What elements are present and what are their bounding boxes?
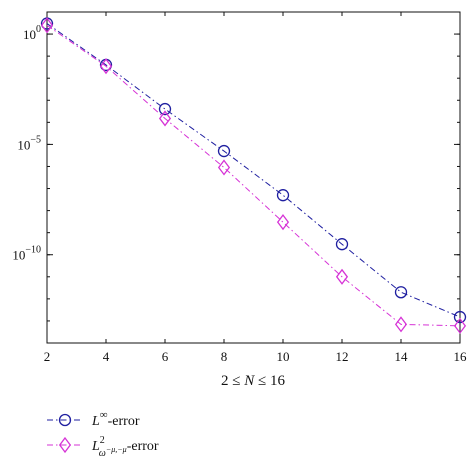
series-point-linf-14: [394, 286, 408, 299]
series-point-l2-6: [158, 110, 172, 127]
x-axis-label-var: N: [243, 373, 255, 389]
series-point-linf-12: [335, 238, 349, 251]
x-tick-label-2: 2: [44, 349, 51, 364]
legend-entry-linf: L∞-error: [47, 409, 140, 429]
series-point-l2-8: [217, 159, 231, 176]
y-axis-ticks: 100 10−5 10−10: [12, 11, 460, 344]
series-point-l2-14: [394, 316, 408, 333]
x-axis-label: 2 ≤ N ≤ 16: [221, 373, 285, 389]
x-tick-label-12: 12: [336, 349, 349, 364]
legend-label-linf: L∞-error: [91, 409, 140, 429]
x-tick-label-14: 14: [395, 349, 409, 364]
y-tick-label-1: 10−5: [17, 134, 41, 152]
series-linf: [40, 17, 467, 324]
y-tick-label-0: 100: [23, 24, 41, 42]
series-point-l2-16: [453, 317, 467, 334]
x-axis-label-left: 2 ≤: [221, 373, 244, 389]
x-tick-label-8: 8: [221, 349, 228, 364]
series-line-l2: [46, 24, 461, 327]
series-point-linf-8: [217, 144, 231, 158]
legend: L∞-error L2 ω−μ,−μ-error: [47, 409, 159, 459]
x-tick-label-10: 10: [277, 349, 290, 364]
series-line-linf: [46, 23, 461, 318]
series-point-linf-16: [453, 310, 467, 324]
series-layer: [40, 17, 467, 334]
series-point-linf-6: [158, 102, 172, 116]
legend-marker-linf: [58, 413, 72, 427]
series-point-l2-12: [335, 268, 349, 285]
legend-marker-l2: [58, 436, 72, 454]
x-tick-label-16: 16: [454, 349, 468, 364]
plot-frame: [46, 11, 461, 344]
x-tick-label-6: 6: [162, 349, 169, 364]
x-axis-ticks: 2 4 6 8 10 12 14 16: [44, 12, 467, 364]
series-point-l2-2: [40, 17, 54, 34]
x-axis-label-right: ≤ 16: [254, 373, 285, 389]
series-l2: [40, 17, 467, 334]
x-tick-label-4: 4: [103, 349, 110, 364]
series-point-l2-4: [99, 58, 113, 75]
y-tick-label-2: 10−10: [12, 245, 41, 263]
series-point-l2-10: [276, 214, 290, 231]
legend-entry-l2: L2 ω−μ,−μ-error: [47, 435, 159, 459]
series-point-linf-10: [276, 189, 290, 202]
legend-label-l2: L2 ω−μ,−μ-error: [91, 435, 159, 459]
